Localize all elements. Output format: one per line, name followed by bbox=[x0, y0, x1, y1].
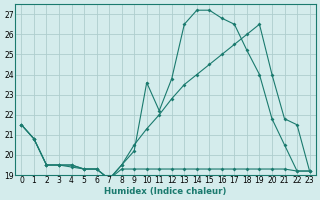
X-axis label: Humidex (Indice chaleur): Humidex (Indice chaleur) bbox=[104, 187, 227, 196]
